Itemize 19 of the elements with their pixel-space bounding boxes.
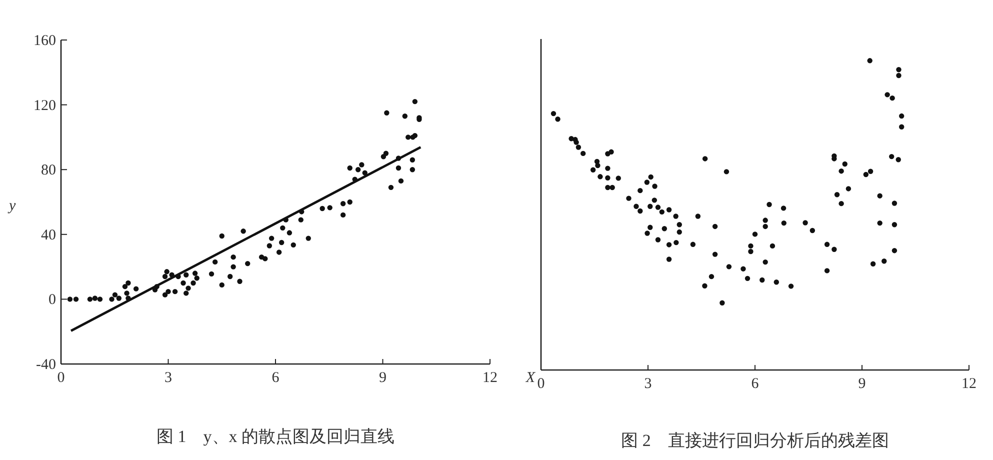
x-tick-label: 12 [962, 376, 976, 392]
x-tick-label: 3 [164, 370, 172, 386]
text: 图 2 直接进行回归分析后的残差图 [621, 431, 889, 450]
x-tick-label: 6 [751, 376, 760, 392]
x-tick-label: 3 [644, 376, 652, 392]
y-tick-label: 160 [34, 33, 56, 49]
y-tick-label: -40 [36, 357, 56, 373]
x-tick-label: 9 [858, 376, 866, 392]
x-axis-title: X [524, 370, 536, 386]
text: 图 1 y、x 的散点图及回归直线 [156, 427, 394, 446]
y-tick-label: 120 [34, 98, 56, 114]
y-tick-label: 0 [48, 292, 56, 308]
x-tick-label: 12 [482, 370, 498, 386]
y-axis-title: y [7, 198, 16, 214]
x-tick-label: 0 [537, 376, 545, 392]
y-tick-label: 40 [41, 227, 56, 244]
x-tick-label: 6 [272, 370, 280, 386]
y-tick-label: 80 [41, 162, 56, 179]
x-tick-label: 9 [379, 370, 386, 386]
